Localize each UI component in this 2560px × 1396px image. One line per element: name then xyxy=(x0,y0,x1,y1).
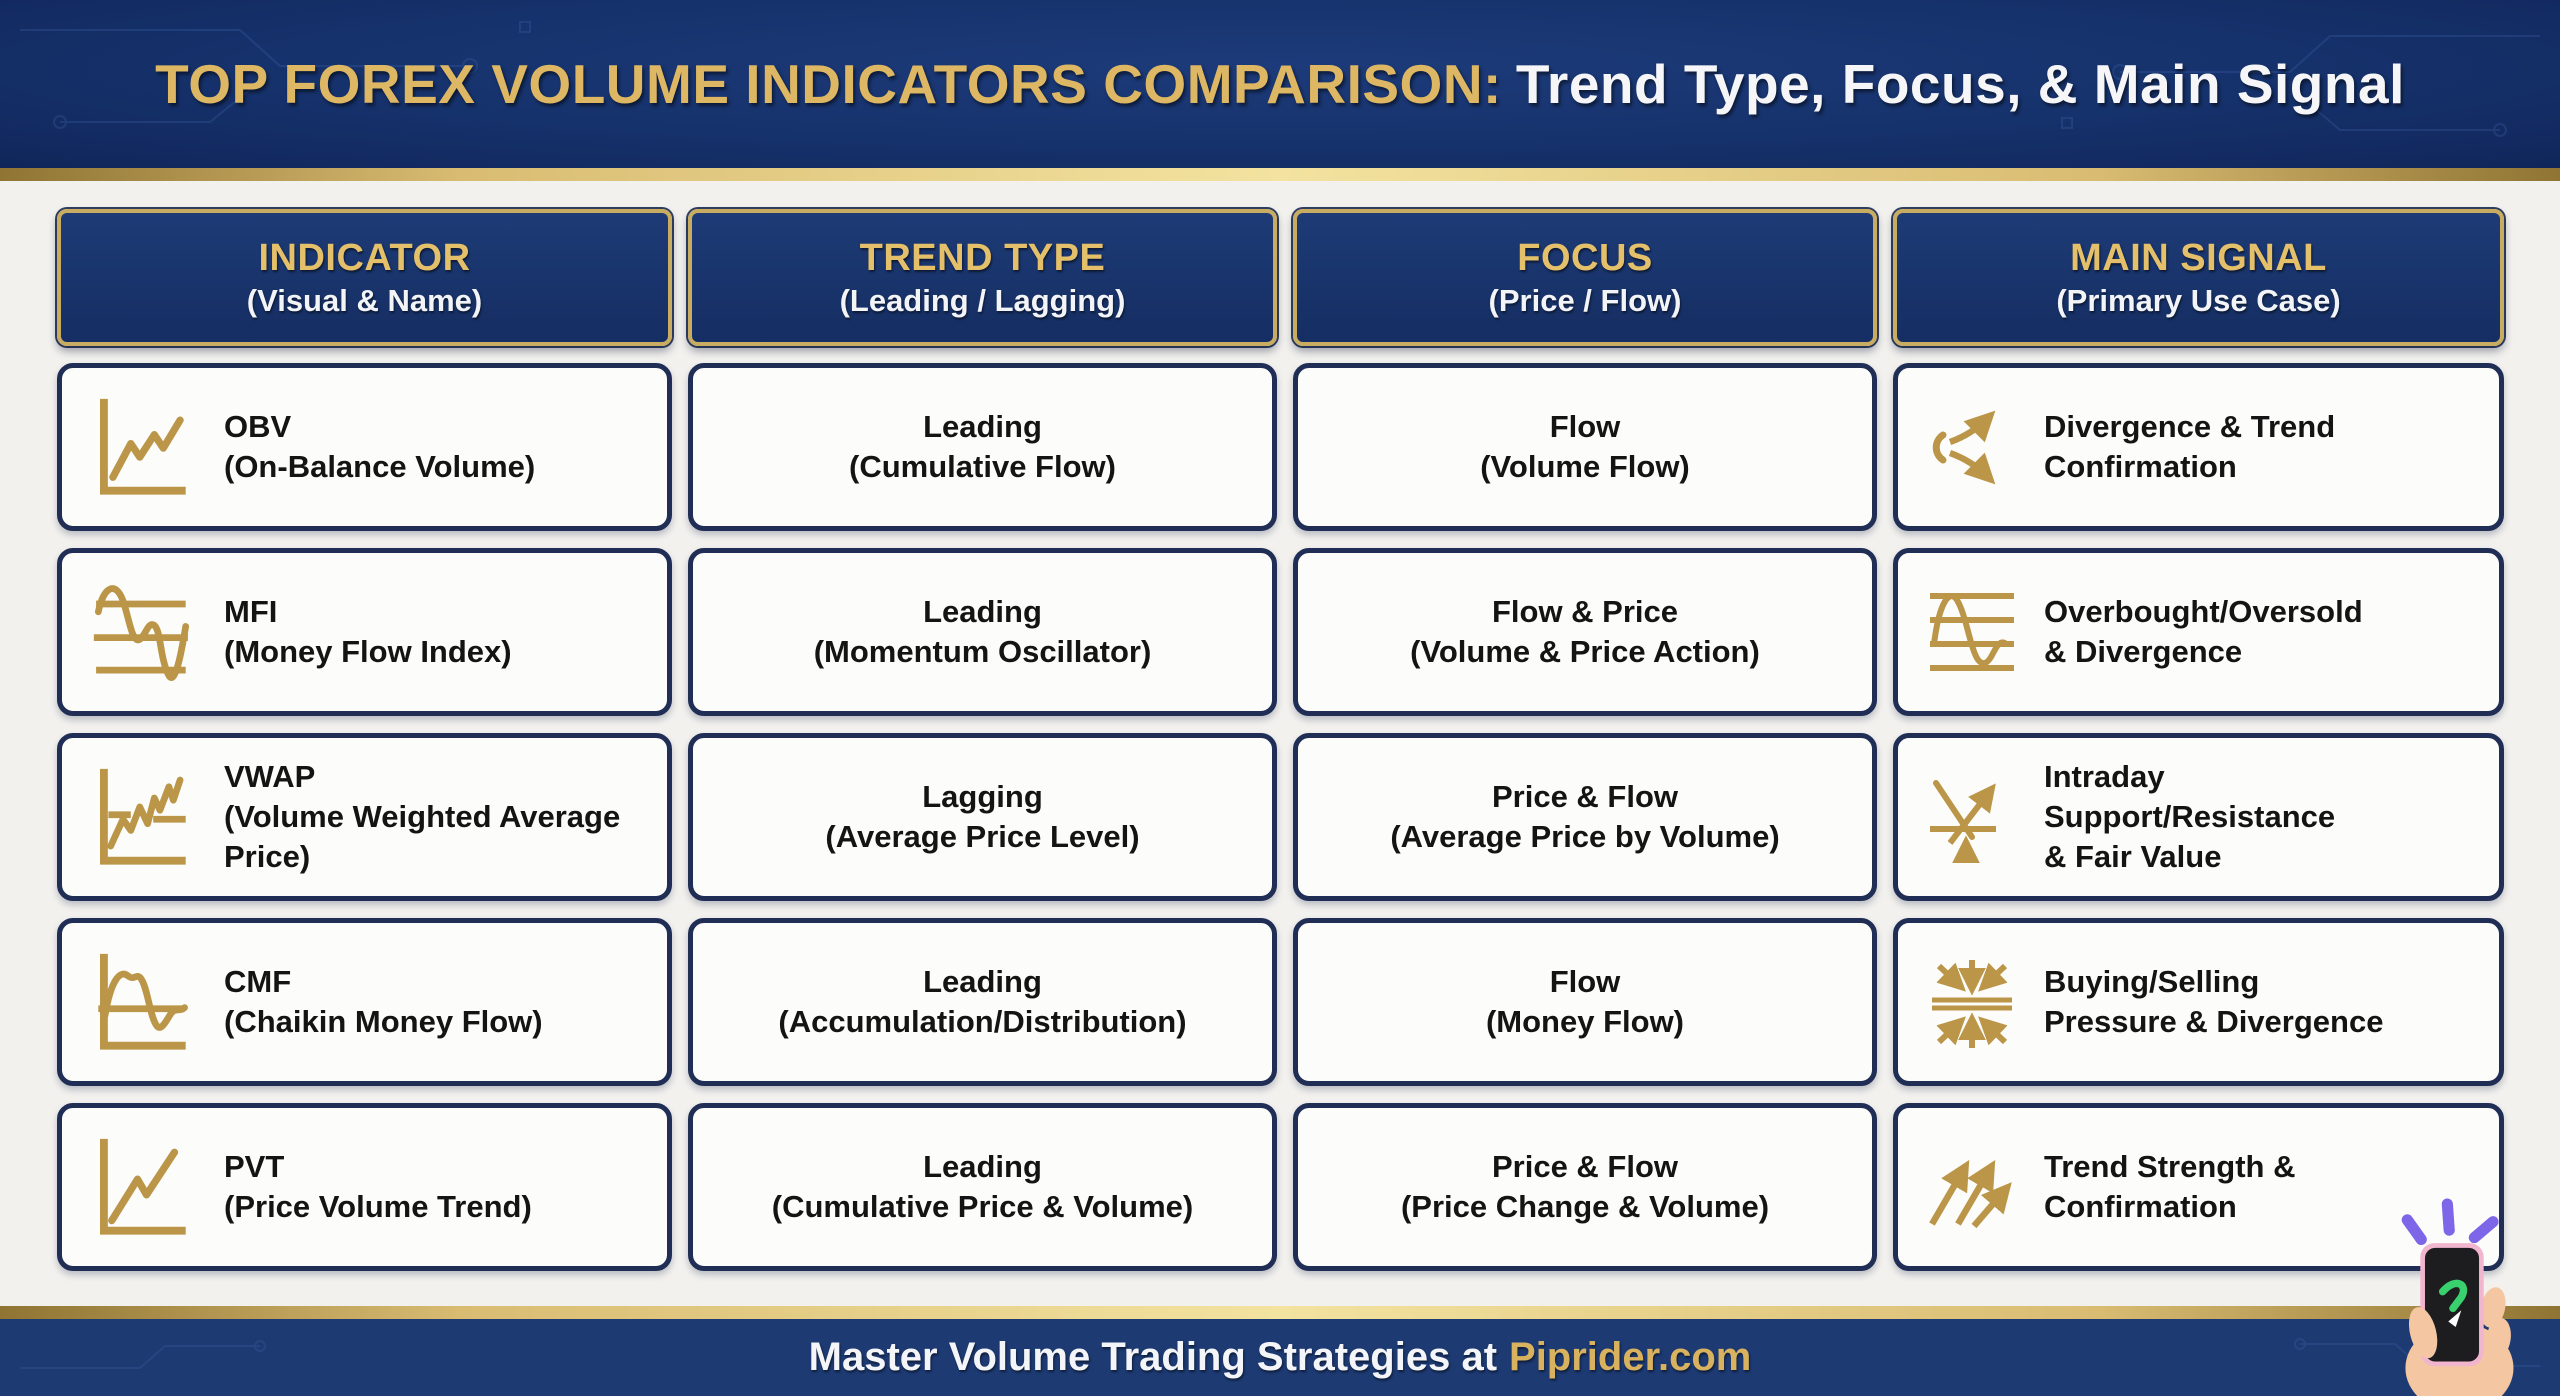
comparison-table: INDICATOR (Visual & Name) TREND TYPE (Le… xyxy=(57,209,2504,1271)
notification-rays-icon xyxy=(2401,1198,2499,1246)
trend-type-cell: Leading (Cumulative Flow) xyxy=(688,363,1277,531)
brand-logo-squiggle xyxy=(2438,1279,2468,1328)
trend-type-detail: (Accumulation/Distribution) xyxy=(778,1004,1187,1039)
header-subtitle: (Visual & Name) xyxy=(246,282,483,318)
indicator-name: MFI xyxy=(224,594,278,630)
oscillator-bands-icon xyxy=(86,576,198,688)
indicator-cell: OBV (On-Balance Volume) xyxy=(57,363,672,531)
indicator-full-name: (Volume Weighted Average Price) xyxy=(224,799,621,874)
focus-cell: Price & Flow (Average Price by Volume) xyxy=(1293,733,1877,901)
header-title: MAIN SIGNAL xyxy=(2070,237,2327,280)
focus-text: Flow & Price xyxy=(1491,594,1679,630)
indicator-cell: CMF (Chaikin Money Flow) xyxy=(57,918,672,1086)
converging-pressure-arrows-icon xyxy=(1922,952,2022,1052)
indicator-cell: PVT (Price Volume Trend) xyxy=(57,1103,672,1271)
main-signal-cell: Overbought/Oversold & Divergence xyxy=(1893,548,2504,716)
focus-detail: (Volume & Price Action) xyxy=(1410,634,1760,669)
indicator-name-block: MFI (Money Flow Index) xyxy=(224,592,512,671)
focus-cell: Flow (Volume Flow) xyxy=(1293,363,1877,531)
column-header-focus: FOCUS (Price / Flow) xyxy=(1293,209,1877,346)
focus-text: Price & Flow xyxy=(1491,1149,1679,1185)
main-signal-cell: Trend Strength & Confirmation xyxy=(1893,1103,2504,1271)
footer-bar: Master Volume Trading Strategies at Pipr… xyxy=(0,1306,2560,1396)
focus-detail: (Money Flow) xyxy=(1485,1004,1685,1039)
obv-line-chart-icon xyxy=(86,391,198,503)
indicator-name: PVT xyxy=(224,1149,285,1185)
signal-text: Overbought/Oversold & Divergence xyxy=(2044,594,2363,669)
main-signal-cell: Divergence & Trend Confirmation xyxy=(1893,363,2504,531)
signal-text: Buying/Selling Pressure & Divergence xyxy=(2044,964,2384,1039)
indicator-cell: VWAP (Volume Weighted Average Price) xyxy=(57,733,672,901)
trend-type-text: Lagging xyxy=(922,779,1043,815)
indicator-full-name: (On-Balance Volume) xyxy=(224,449,536,484)
trend-type-detail: (Average Price Level) xyxy=(825,819,1140,854)
gold-divider-top xyxy=(0,168,2560,181)
page-title: TOP FOREX VOLUME INDICATORS COMPARISON: T… xyxy=(155,52,2405,116)
indicator-full-name: (Money Flow Index) xyxy=(224,634,512,669)
indicator-cell: MFI (Money Flow Index) xyxy=(57,548,672,716)
focus-text: Price & Flow xyxy=(1491,779,1679,815)
signal-text: Divergence & Trend Confirmation xyxy=(2044,409,2336,484)
pvt-trend-chart-icon xyxy=(86,1131,198,1243)
header-title: INDICATOR xyxy=(258,237,471,280)
header-subtitle: (Price / Flow) xyxy=(1488,282,1682,318)
header-title: FOCUS xyxy=(1517,237,1653,280)
trend-type-text: Leading xyxy=(923,409,1042,445)
trend-type-text: Leading xyxy=(923,1149,1042,1185)
indicator-name-block: VWAP (Volume Weighted Average Price) xyxy=(224,757,667,876)
cmf-wave-chart-icon xyxy=(86,946,198,1058)
indicator-name: OBV xyxy=(224,409,292,445)
focus-detail: (Average Price by Volume) xyxy=(1390,819,1780,854)
main-signal-cell: Buying/Selling Pressure & Divergence xyxy=(1893,918,2504,1086)
vwap-chart-icon xyxy=(86,761,198,873)
title-tail: Trend Type, Focus, & Main Signal xyxy=(1515,53,2405,115)
focus-text: Flow xyxy=(1549,964,1621,1000)
trend-type-detail: (Cumulative Flow) xyxy=(849,449,1116,484)
indicator-full-name: (Chaikin Money Flow) xyxy=(224,1004,543,1039)
signal-text: Trend Strength & Confirmation xyxy=(2044,1149,2296,1224)
trend-type-text: Leading xyxy=(923,594,1042,630)
indicator-name-block: CMF (Chaikin Money Flow) xyxy=(224,962,543,1041)
trend-type-text: Leading xyxy=(923,964,1042,1000)
signal-text: Intraday Support/Resistance & Fair Value xyxy=(2044,759,2336,874)
header-subtitle: (Leading / Lagging) xyxy=(839,282,1126,318)
indicator-full-name: (Price Volume Trend) xyxy=(224,1189,532,1224)
gold-divider-bottom xyxy=(0,1306,2560,1319)
focus-cell: Flow & Price (Volume & Price Action) xyxy=(1293,548,1877,716)
trend-type-cell: Leading (Accumulation/Distribution) xyxy=(688,918,1277,1086)
diverging-arrows-icon xyxy=(1922,397,2022,497)
thumb-illustration xyxy=(2408,1307,2438,1359)
focus-text: Flow xyxy=(1549,409,1621,445)
sine-wave-bands-icon xyxy=(1922,582,2022,682)
title-banner: TOP FOREX VOLUME INDICATORS COMPARISON: T… xyxy=(0,0,2560,168)
focus-cell: Flow (Money Flow) xyxy=(1293,918,1877,1086)
indicator-name-block: PVT (Price Volume Trend) xyxy=(224,1147,532,1226)
focus-detail: (Price Change & Volume) xyxy=(1400,1189,1770,1224)
indicator-name: VWAP xyxy=(224,759,316,795)
main-signal-cell: Intraday Support/Resistance & Fair Value xyxy=(1893,733,2504,901)
indicator-name-block: OBV (On-Balance Volume) xyxy=(224,407,535,486)
support-resistance-arrow-icon xyxy=(1922,767,2022,867)
column-header-trend-type: TREND TYPE (Leading / Lagging) xyxy=(688,209,1277,346)
footer-brand-link: Piprider.com xyxy=(1509,1335,1752,1379)
header-subtitle: (Primary Use Case) xyxy=(2056,282,2341,318)
title-highlight: TOP FOREX VOLUME INDICATORS COMPARISON: xyxy=(155,53,1502,115)
trend-type-cell: Leading (Cumulative Price & Volume) xyxy=(688,1103,1277,1271)
footer-text: Master Volume Trading Strategies at xyxy=(808,1335,1498,1379)
column-header-main-signal: MAIN SIGNAL (Primary Use Case) xyxy=(1893,209,2504,346)
header-title: TREND TYPE xyxy=(859,237,1106,280)
double-rising-arrows-icon xyxy=(1922,1137,2022,1237)
focus-cell: Price & Flow (Price Change & Volume) xyxy=(1293,1103,1877,1271)
focus-detail: (Volume Flow) xyxy=(1480,449,1690,484)
column-header-indicator: INDICATOR (Visual & Name) xyxy=(57,209,672,346)
hand-phone-mascot xyxy=(2366,1191,2538,1396)
trend-type-detail: (Cumulative Price & Volume) xyxy=(771,1189,1194,1224)
footer-content: Master Volume Trading Strategies at Pipr… xyxy=(0,1319,2560,1396)
trend-type-detail: (Momentum Oscillator) xyxy=(813,634,1152,669)
indicator-name: CMF xyxy=(224,964,292,1000)
trend-type-cell: Leading (Momentum Oscillator) xyxy=(688,548,1277,716)
trend-type-cell: Lagging (Average Price Level) xyxy=(688,733,1277,901)
